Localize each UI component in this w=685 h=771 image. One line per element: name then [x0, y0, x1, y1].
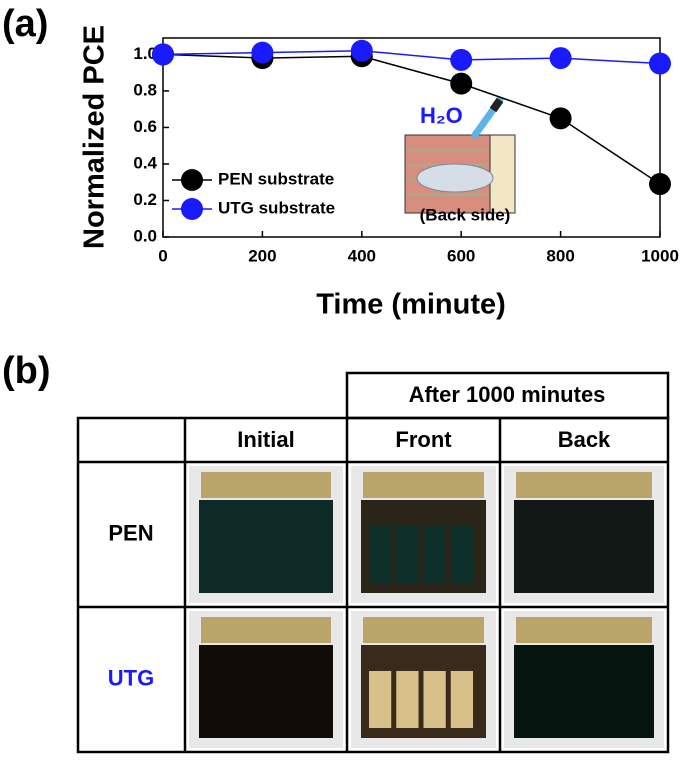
photo-electrode: [363, 617, 484, 643]
plot-frame: [162, 37, 661, 238]
legend-marker: [181, 169, 203, 191]
photo-electrode: [201, 472, 331, 498]
marker: [251, 41, 274, 64]
marker: [152, 43, 174, 66]
photo-cell: [423, 671, 446, 728]
column-header: Front: [395, 427, 452, 452]
marker: [350, 39, 373, 62]
legend-label: PEN substrate: [218, 169, 334, 188]
y-tick-label: 0.6: [133, 117, 157, 136]
x-tick-label: 200: [248, 246, 276, 265]
series-line: [162, 50, 661, 65]
y-axis-label: Normalized PCE: [79, 25, 111, 249]
legend-label: UTG substrate: [218, 198, 335, 217]
y-tick-label: 0.2: [133, 190, 157, 209]
x-tick-label: 600: [447, 246, 475, 265]
photo-cell: [423, 526, 446, 583]
photo-sample: [199, 500, 333, 593]
x-tick-label: 1000: [641, 246, 679, 265]
x-tick-label: 800: [546, 246, 574, 265]
row-header: PEN: [108, 520, 153, 545]
photo-electrode: [363, 472, 484, 498]
photo-cell: [450, 526, 473, 583]
legend-marker: [181, 198, 203, 220]
x-tick-label: 0: [158, 246, 167, 265]
photo-cell: [450, 671, 473, 728]
photo-electrode: [516, 472, 652, 498]
photo-cell: [396, 671, 419, 728]
photo-electrode: [201, 617, 331, 643]
photo-cell: [396, 526, 419, 583]
photo-sample: [199, 645, 333, 738]
y-tick-label: 0.4: [133, 153, 157, 172]
photo-electrode: [516, 617, 652, 643]
dropper-bulb: [489, 97, 504, 113]
inset-label: H₂O: [420, 103, 463, 128]
panel-label: (b): [2, 350, 51, 392]
column-header: Back: [558, 427, 611, 452]
row-header: UTG: [108, 665, 154, 690]
marker: [450, 48, 473, 71]
marker: [549, 107, 572, 130]
series-line: [162, 53, 661, 185]
electrode: [489, 134, 516, 214]
photo-sample: [514, 500, 654, 593]
inset: [404, 96, 516, 214]
marker: [649, 173, 671, 196]
photo-cell: [369, 671, 392, 728]
photo-sample: [514, 645, 654, 738]
marker: [549, 47, 572, 70]
photo-cell: [369, 526, 392, 583]
inset-caption: (Back side): [420, 205, 511, 224]
y-tick-label: 0.8: [133, 80, 157, 99]
column-header: Initial: [237, 427, 294, 452]
x-axis-label: Time (minute): [316, 289, 506, 321]
x-tick-label: 400: [348, 246, 376, 265]
panel-label: (a): [2, 3, 48, 45]
group-header: After 1000 minutes: [409, 382, 606, 407]
droplet: [416, 163, 494, 193]
y-tick-label: 0.0: [133, 226, 157, 245]
marker: [450, 72, 473, 95]
table: [76, 371, 670, 754]
marker: [649, 52, 671, 75]
y-tick-label: 1.0: [133, 44, 157, 63]
